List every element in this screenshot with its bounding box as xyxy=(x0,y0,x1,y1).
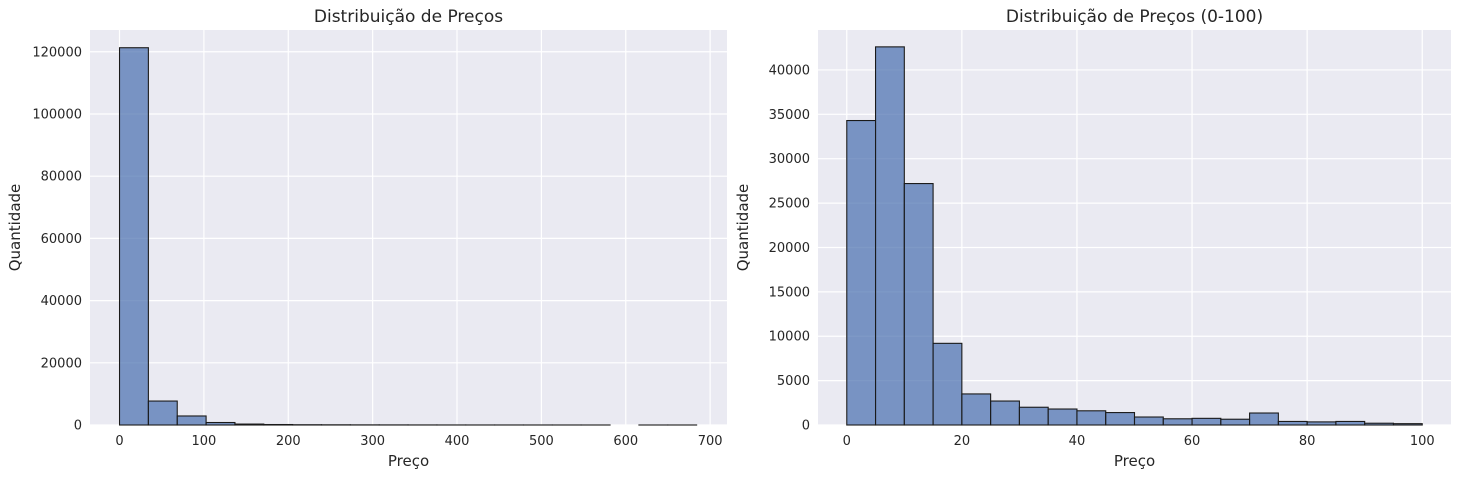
y-tick-label: 0 xyxy=(802,419,810,434)
x-tick-label: 40 xyxy=(1069,434,1086,449)
histogram-bar xyxy=(874,46,905,426)
histogram-bar xyxy=(903,183,934,426)
chart-title: Distribuição de Preços xyxy=(314,7,503,27)
x-tick-label: 0 xyxy=(843,434,851,449)
histogram-bar xyxy=(1335,420,1366,426)
x-tick-label: 600 xyxy=(613,434,638,449)
y-tick-label: 20000 xyxy=(41,356,82,371)
histogram-bar xyxy=(176,415,207,426)
y-tick-label: 5000 xyxy=(777,374,810,389)
histogram-bar xyxy=(932,342,963,426)
y-tick-label: 40000 xyxy=(41,294,82,309)
y-tick-label: 15000 xyxy=(769,285,810,300)
y-axis-label: Quantidade xyxy=(6,184,24,272)
chart-price-distribution: 0 100 200 300 400 500 600 700 0 20000 40000 60000 80… xyxy=(6,7,727,470)
x-tick-label: 700 xyxy=(698,434,723,449)
x-tick-label: 500 xyxy=(529,434,554,449)
x-axis-label: Preço xyxy=(1114,452,1155,470)
histogram-bar xyxy=(1018,406,1049,426)
y-tick-label: 0 xyxy=(74,419,82,434)
histogram-bar xyxy=(1047,408,1078,426)
histogram-bar xyxy=(1306,421,1337,426)
y-tick-label: 60000 xyxy=(41,232,82,247)
x-tick-label: 100 xyxy=(1410,434,1435,449)
x-tick-label: 100 xyxy=(191,434,216,449)
y-tick-label: 30000 xyxy=(769,152,810,167)
y-axis-label: Quantidade xyxy=(734,184,752,272)
histogram-bar xyxy=(1133,416,1164,426)
histogram-bar xyxy=(1392,423,1423,426)
histogram-bar xyxy=(118,47,149,426)
x-tick-label: 80 xyxy=(1299,434,1316,449)
y-tick-label: 35000 xyxy=(769,108,810,123)
histogram-bar xyxy=(205,421,236,426)
y-tick-label: 100000 xyxy=(32,107,82,122)
histogram-bar xyxy=(1105,412,1136,426)
chart-price-distribution-0-100: 0 20 40 60 80 100 0 5000 10000 15000 20000 25000 300… xyxy=(734,7,1451,470)
x-tick-label: 400 xyxy=(445,434,470,449)
x-axis-label: Preço xyxy=(388,452,429,470)
histogram-bar xyxy=(234,423,265,426)
y-tick-label: 10000 xyxy=(769,330,810,345)
x-tick-label: 60 xyxy=(1184,434,1201,449)
y-tick-label: 20000 xyxy=(769,241,810,256)
histogram-bar xyxy=(1364,422,1395,426)
chart-title: Distribuição de Preços (0-100) xyxy=(1006,7,1263,27)
histogram-bar xyxy=(990,400,1020,426)
y-tick-label: 25000 xyxy=(769,197,810,212)
y-tick-label: 80000 xyxy=(41,170,82,185)
histogram-bar xyxy=(1076,410,1107,426)
y-tick-label: 120000 xyxy=(32,45,82,60)
x-tick-label: 300 xyxy=(360,434,385,449)
histogram-bar xyxy=(846,119,877,426)
histogram-bar xyxy=(1277,420,1308,426)
histogram-bar xyxy=(147,400,178,426)
histogram-bar xyxy=(1162,418,1193,426)
histogram-bar xyxy=(1191,417,1222,426)
plot-background xyxy=(90,30,727,425)
x-tick-label: 20 xyxy=(954,434,971,449)
histogram-bar xyxy=(1220,418,1251,426)
histogram-bar xyxy=(961,393,992,426)
x-tick-label: 0 xyxy=(115,434,123,449)
y-tick-label: 40000 xyxy=(769,63,810,78)
histogram-bar xyxy=(1249,412,1279,426)
x-tick-label: 200 xyxy=(276,434,301,449)
